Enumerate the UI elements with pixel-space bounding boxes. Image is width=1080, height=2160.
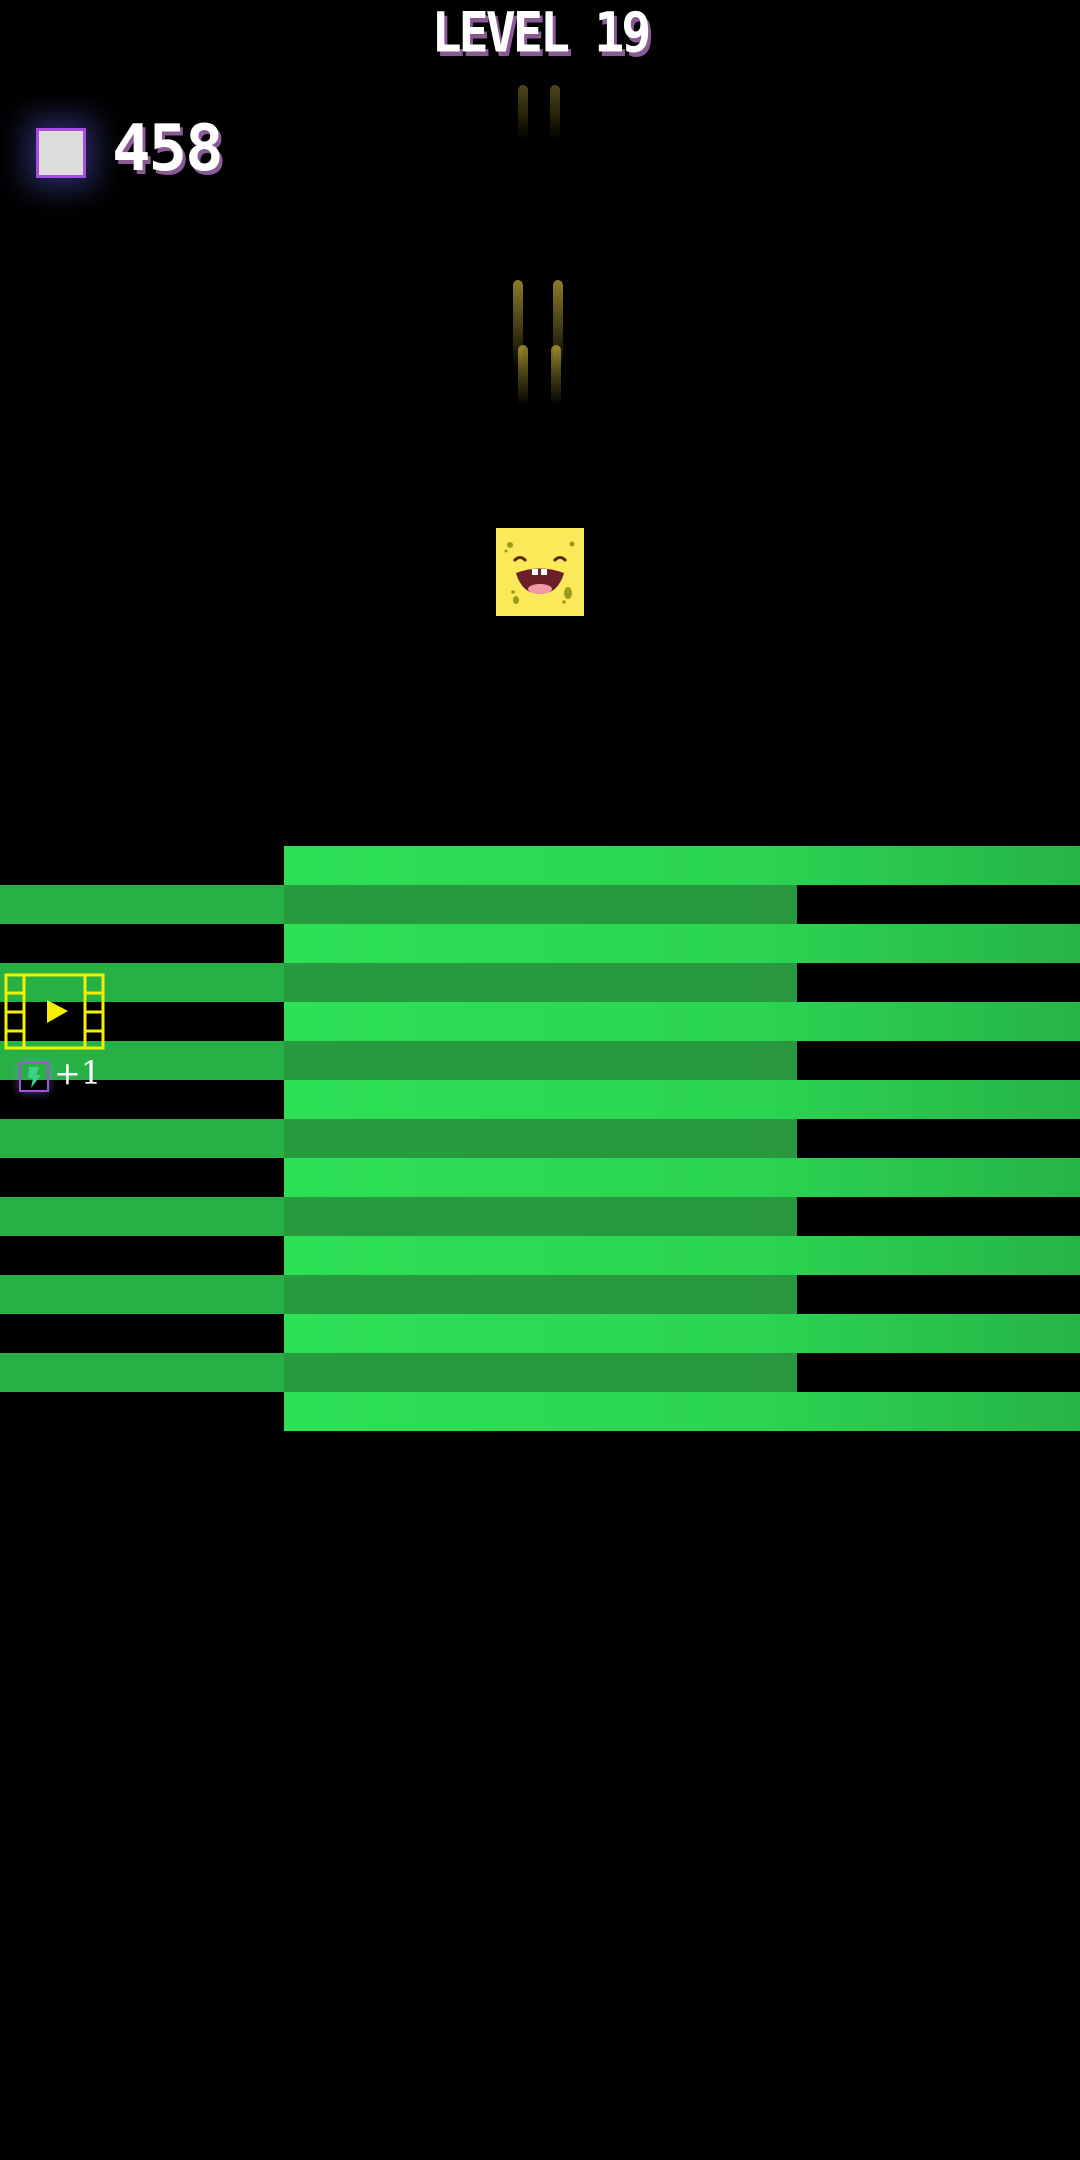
stripe bbox=[0, 1353, 797, 1392]
trail-effect bbox=[550, 85, 560, 140]
stripe bbox=[0, 1041, 797, 1080]
coin-count: 458 bbox=[112, 112, 224, 186]
stripe bbox=[284, 924, 1080, 963]
player-face-icon[interactable] bbox=[496, 528, 584, 616]
trail-effect bbox=[553, 280, 563, 370]
stripe bbox=[284, 1158, 1080, 1197]
stripe bbox=[284, 1002, 1080, 1041]
stripe bbox=[284, 1236, 1080, 1275]
trail-effect bbox=[518, 85, 528, 140]
watch-video-button[interactable] bbox=[4, 973, 105, 1050]
trail-effect bbox=[551, 345, 561, 405]
trail-effect bbox=[518, 345, 528, 405]
stripe bbox=[0, 963, 797, 1002]
coin-icon bbox=[36, 128, 86, 178]
stripe bbox=[0, 1197, 797, 1236]
stripe bbox=[284, 846, 1080, 885]
stripe bbox=[284, 1080, 1080, 1119]
stripe bbox=[284, 1314, 1080, 1353]
level-title: LEVEL 19 bbox=[431, 1, 652, 65]
energy-bonus: +1 bbox=[54, 1054, 102, 1092]
stripe bbox=[0, 885, 797, 924]
trail-effect bbox=[513, 280, 523, 370]
stripe bbox=[284, 1392, 1080, 1431]
stripe bbox=[0, 1119, 797, 1158]
stripe bbox=[0, 1275, 797, 1314]
lightning-icon bbox=[19, 1062, 49, 1092]
